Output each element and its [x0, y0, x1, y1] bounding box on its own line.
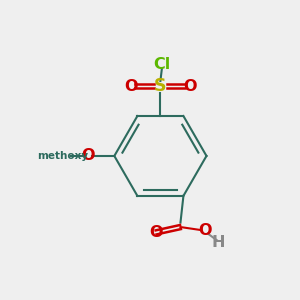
Text: Cl: Cl — [153, 56, 170, 71]
Text: O: O — [124, 79, 137, 94]
Text: S: S — [154, 77, 167, 95]
Text: O: O — [183, 79, 197, 94]
Text: H: H — [212, 235, 225, 250]
Text: O: O — [198, 223, 211, 238]
Text: O: O — [149, 225, 163, 240]
Text: methoxy: methoxy — [37, 151, 88, 161]
Text: O: O — [81, 148, 94, 164]
